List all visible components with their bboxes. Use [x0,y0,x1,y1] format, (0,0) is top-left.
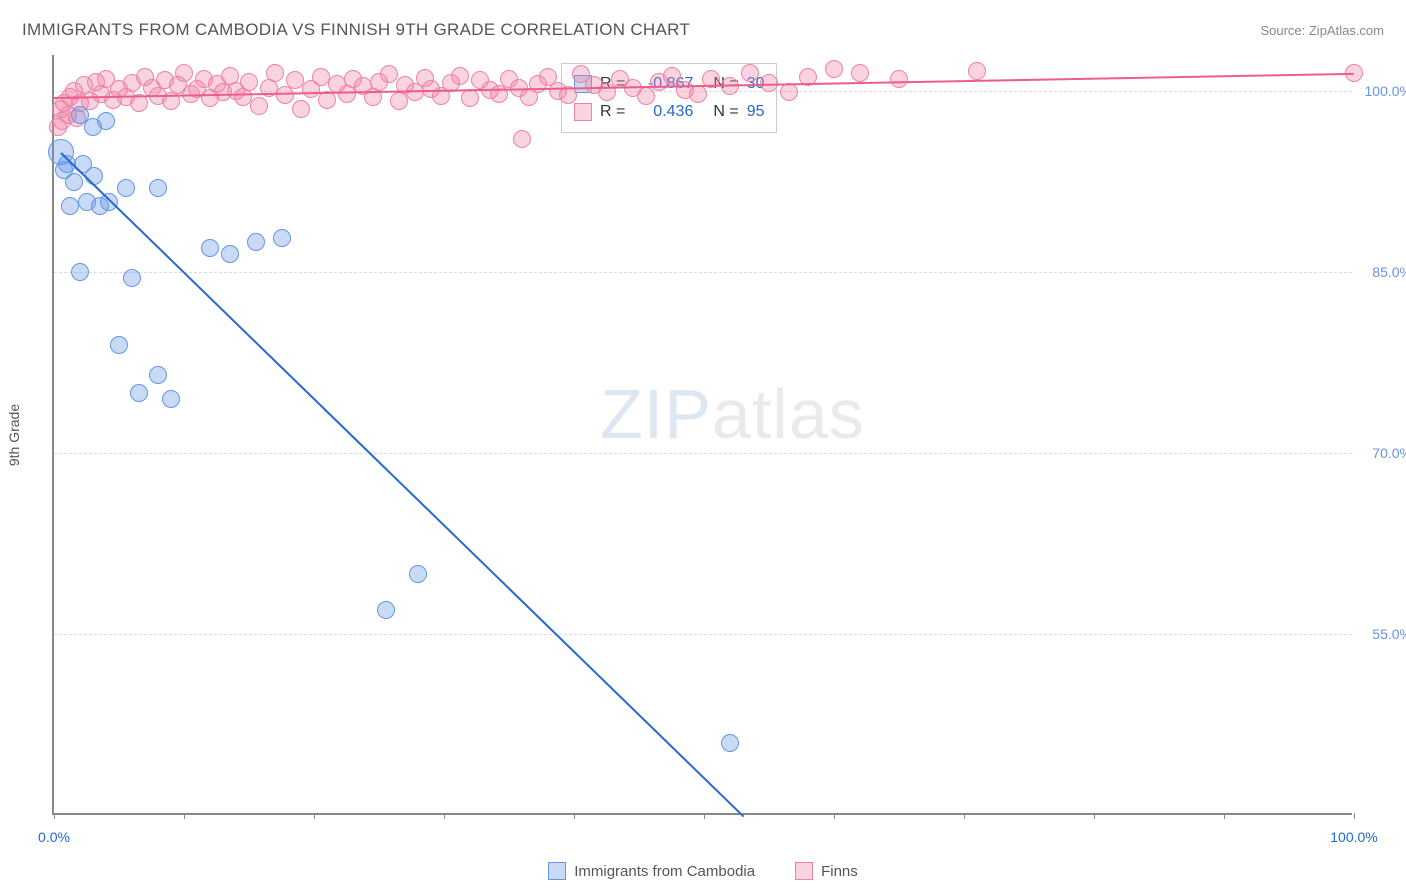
gridline [54,272,1352,273]
point-cambodia [65,173,83,191]
chart-area: 9th Grade ZIPatlas R =-0.867N =30R =0.43… [52,55,1352,815]
stats-row-finns: R =0.436N =95 [574,98,764,126]
y-tick-label: 85.0% [1357,264,1406,280]
point-cambodia [123,269,141,287]
y-tick-label: 70.0% [1357,445,1406,461]
point-cambodia [409,565,427,583]
bottom-legend: Immigrants from Cambodia Finns [0,862,1406,880]
x-tick [574,813,575,819]
chart-header: IMMIGRANTS FROM CAMBODIA VS FINNISH 9TH … [22,20,1384,40]
swatch-finns [795,862,813,880]
point-cambodia [85,167,103,185]
x-tick [1094,813,1095,819]
y-tick-label: 55.0% [1357,626,1406,642]
point-finns [689,85,707,103]
x-tick [834,813,835,819]
x-tick [54,813,55,819]
x-tick [184,813,185,819]
point-cambodia [61,197,79,215]
point-finns [292,100,310,118]
point-finns [968,62,986,80]
x-tick [444,813,445,819]
point-finns [250,97,268,115]
point-finns [461,89,479,107]
chart-source: Source: ZipAtlas.com [1260,23,1384,38]
legend-label-cambodia: Immigrants from Cambodia [574,863,755,880]
point-cambodia [71,263,89,281]
gridline [54,453,1352,454]
point-cambodia [247,233,265,251]
point-finns [851,64,869,82]
point-cambodia [721,734,739,752]
swatch-cambodia [548,862,566,880]
x-tick-label: 100.0% [1330,829,1377,845]
point-finns [637,87,655,105]
x-tick [1354,813,1355,819]
point-finns [234,88,252,106]
point-cambodia [273,229,291,247]
point-finns [390,92,408,110]
point-cambodia [162,390,180,408]
trendline-cambodia [60,152,744,817]
point-cambodia [377,601,395,619]
point-finns [286,71,304,89]
point-cambodia [149,179,167,197]
point-cambodia [130,384,148,402]
point-finns [312,68,330,86]
point-finns [451,67,469,85]
chart-title: IMMIGRANTS FROM CAMBODIA VS FINNISH 9TH … [22,20,690,40]
x-tick [1224,813,1225,819]
legend-item-finns: Finns [795,862,858,880]
y-axis-label: 9th Grade [6,404,22,466]
point-finns [890,70,908,88]
gridline [54,634,1352,635]
point-finns [380,65,398,83]
point-cambodia [100,193,118,211]
point-finns [266,64,284,82]
point-cambodia [221,245,239,263]
point-cambodia [201,239,219,257]
x-tick [314,813,315,819]
point-finns [741,64,759,82]
point-finns [175,64,193,82]
point-cambodia [97,112,115,130]
x-tick-label: 0.0% [38,829,70,845]
point-finns [780,83,798,101]
point-finns [663,67,681,85]
point-finns [513,130,531,148]
x-tick [704,813,705,819]
point-cambodia [149,366,167,384]
x-tick [964,813,965,819]
legend-item-cambodia: Immigrants from Cambodia [548,862,755,880]
swatch-finns [574,103,592,121]
point-finns [825,60,843,78]
point-cambodia [110,336,128,354]
point-cambodia [117,179,135,197]
scatter-plot: ZIPatlas R =-0.867N =30R =0.436N =95 55.… [52,55,1352,815]
legend-label-finns: Finns [821,863,858,880]
point-finns [240,73,258,91]
y-tick-label: 100.0% [1357,83,1406,99]
watermark: ZIPatlas [600,374,865,454]
